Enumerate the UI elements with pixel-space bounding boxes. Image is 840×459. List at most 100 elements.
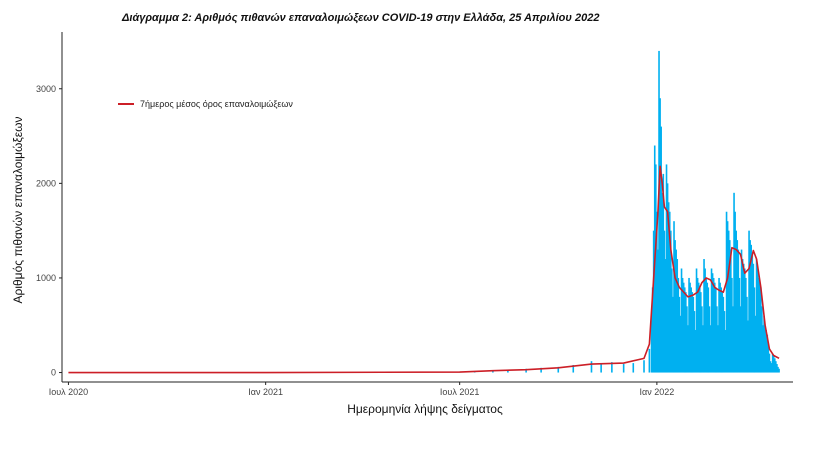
bar <box>660 126 662 373</box>
bar <box>777 366 779 373</box>
bar <box>766 334 769 373</box>
bar <box>715 287 717 373</box>
bar <box>708 306 711 373</box>
bar <box>723 311 726 373</box>
bar <box>721 292 724 373</box>
bar <box>713 282 716 373</box>
bar <box>767 344 770 373</box>
bar <box>690 287 692 373</box>
bar <box>770 363 773 373</box>
bar <box>718 277 720 373</box>
bar <box>652 230 655 373</box>
bar <box>661 192 664 373</box>
bar <box>689 282 691 373</box>
bar <box>764 325 766 373</box>
bar <box>697 282 700 373</box>
x-tick-label: Ιουλ 2020 <box>49 387 88 397</box>
bar <box>590 361 593 373</box>
bar <box>724 329 727 373</box>
y-tick-label: 1000 <box>36 273 56 283</box>
bar <box>667 202 670 373</box>
bar <box>775 361 777 373</box>
bar <box>740 249 743 373</box>
bar <box>657 249 659 373</box>
bar <box>750 244 752 373</box>
bar <box>691 292 694 373</box>
bar <box>681 277 684 373</box>
bar <box>747 320 749 373</box>
bar <box>688 277 690 373</box>
moving-average-layer <box>68 165 780 374</box>
bar <box>557 366 560 373</box>
y-tick-label: 3000 <box>36 84 56 94</box>
bar <box>742 263 745 373</box>
bar <box>694 329 697 373</box>
bar <box>686 306 688 373</box>
bar <box>735 230 737 373</box>
bar <box>668 211 671 373</box>
bar <box>746 296 748 373</box>
bar <box>673 221 675 373</box>
bar <box>651 287 654 373</box>
bar <box>755 259 758 373</box>
bar <box>650 315 653 373</box>
bar <box>706 282 709 373</box>
bar <box>540 367 542 373</box>
bar <box>711 273 714 373</box>
bar <box>698 287 701 373</box>
bar <box>701 306 703 373</box>
bar <box>712 277 715 373</box>
bar <box>745 277 747 373</box>
bar <box>771 353 774 373</box>
bar <box>763 315 765 373</box>
bar <box>754 315 757 373</box>
legend-label: 7ήμερος μέσος όρος επαναλοιμώξεων <box>140 99 293 109</box>
moving-average-line <box>68 165 780 374</box>
bar <box>752 263 755 373</box>
bar <box>727 230 730 373</box>
y-tick-label: 2000 <box>36 178 56 188</box>
bar <box>687 325 689 373</box>
bar <box>732 306 734 373</box>
bar <box>707 287 710 373</box>
bar <box>683 287 686 373</box>
x-tick-label: Ιουλ 2021 <box>440 387 479 397</box>
bar <box>679 315 682 373</box>
bar <box>739 306 742 373</box>
bar <box>757 277 760 373</box>
bar <box>682 282 685 373</box>
bar <box>736 240 739 373</box>
bar <box>702 325 704 373</box>
bar <box>730 249 732 373</box>
bar <box>768 353 771 373</box>
bar <box>632 363 635 373</box>
y-tick-label: 0 <box>51 368 56 378</box>
bar <box>728 240 731 373</box>
bar <box>648 348 651 373</box>
bar <box>655 164 657 373</box>
bar <box>656 211 658 373</box>
bar <box>722 296 725 373</box>
bar <box>600 363 602 373</box>
bar <box>772 355 775 373</box>
bar <box>622 364 625 373</box>
bar <box>720 287 722 373</box>
bar <box>716 306 718 373</box>
bar <box>700 292 702 373</box>
bar <box>719 282 721 373</box>
bar <box>703 259 705 373</box>
axes-layer: 0 1000 2000 3000 Ιουλ 2020 Ιαν 2021 Ιουλ 2021 Ι… <box>36 32 793 397</box>
bar <box>677 277 680 373</box>
bar <box>692 296 695 373</box>
bar <box>662 173 665 373</box>
bar <box>776 364 778 373</box>
bar <box>672 296 674 373</box>
bar <box>761 306 763 373</box>
bar <box>717 325 719 373</box>
bar <box>666 183 669 373</box>
bar <box>675 249 677 373</box>
bar <box>695 268 698 373</box>
bar <box>658 50 660 373</box>
bar <box>525 368 527 373</box>
bar <box>743 268 746 373</box>
